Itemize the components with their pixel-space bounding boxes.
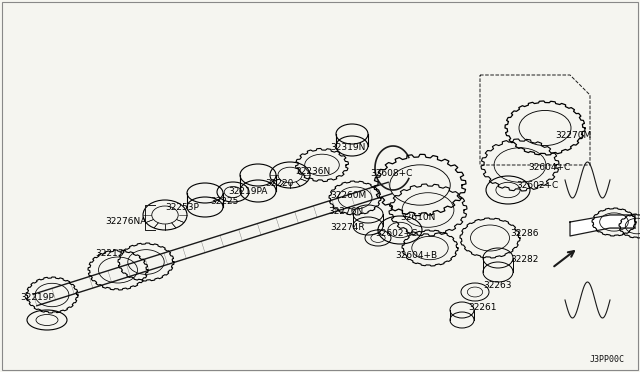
Text: 32282: 32282 xyxy=(510,256,538,264)
Text: 32608+C: 32608+C xyxy=(370,169,412,177)
Text: 32220: 32220 xyxy=(265,179,293,187)
Text: 32270M: 32270M xyxy=(555,131,591,140)
Text: 32253P: 32253P xyxy=(165,203,199,212)
Text: 32225: 32225 xyxy=(210,198,238,206)
Text: 32274R: 32274R xyxy=(330,224,365,232)
Text: 32610N: 32610N xyxy=(400,214,435,222)
Text: 32286: 32286 xyxy=(510,230,538,238)
Text: 32602+C: 32602+C xyxy=(375,230,417,238)
Text: J3PP00C: J3PP00C xyxy=(590,356,625,365)
Text: 32263: 32263 xyxy=(483,282,511,291)
Text: 32261: 32261 xyxy=(468,304,497,312)
Text: 32219PA: 32219PA xyxy=(228,187,268,196)
Text: 32319N: 32319N xyxy=(330,144,365,153)
Text: 32213: 32213 xyxy=(95,248,124,257)
Text: 32276NA: 32276NA xyxy=(105,218,147,227)
Text: 32260M: 32260M xyxy=(330,192,366,201)
Text: 32276N: 32276N xyxy=(328,208,364,217)
Text: 32604+C: 32604+C xyxy=(528,164,570,173)
Text: 32604+B: 32604+B xyxy=(395,250,437,260)
Text: 32219P: 32219P xyxy=(20,294,54,302)
Polygon shape xyxy=(570,215,635,236)
Text: 32236N: 32236N xyxy=(295,167,330,176)
Text: 32602+C: 32602+C xyxy=(516,180,558,189)
